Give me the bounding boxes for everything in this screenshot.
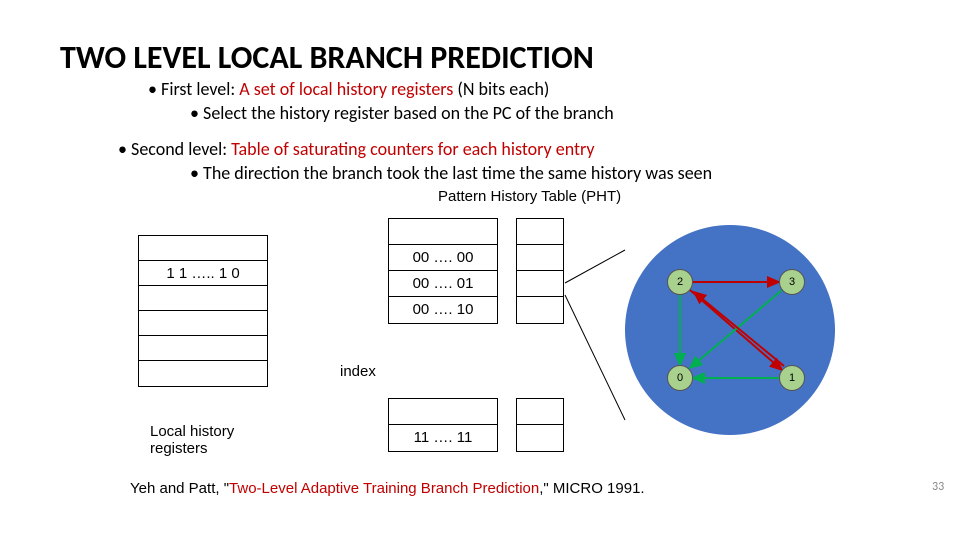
bullet-2-red: Table of saturating counters for each hi… [231, 138, 594, 160]
lhr-row-1: 1 1 ….. 1 0 [139, 261, 267, 286]
slide-title: TWO LEVEL LOCAL BRANCH PREDICTION [60, 38, 594, 77]
fsm-node-0: 0 [667, 365, 693, 391]
bullet-1-red: A set of local history registers [239, 78, 453, 100]
citation-red: Two-Level Adaptive Training Branch Predi… [229, 480, 539, 497]
pht1-row-2: 00 …. 01 [389, 271, 497, 297]
bullet-2a-text: The direction the branch took the last t… [203, 162, 712, 184]
lhr-row-3 [139, 311, 267, 336]
pht2-row-0 [389, 399, 497, 425]
pht2-row-1: 11 …. 11 [389, 425, 497, 451]
bullet-2: Second level: Table of saturating counte… [118, 138, 595, 160]
pht-label: Pattern History Table (PHT) [438, 188, 621, 205]
counter-table-top [516, 218, 564, 324]
bullet-2-pre: Second level: [131, 138, 231, 160]
pht-table-top: 00 …. 00 00 …. 01 00 …. 10 [388, 218, 498, 324]
lhr-table: 1 1 ….. 1 0 [138, 235, 268, 387]
ctr2-row-1 [517, 425, 563, 451]
index-label: index [340, 363, 376, 380]
bullet-1a: Select the history register based on the… [190, 102, 614, 124]
bullet-1: First level: A set of local history regi… [148, 78, 549, 100]
bullet-1-post: (N bits each) [453, 78, 549, 100]
pht1-row-3: 00 …. 10 [389, 297, 497, 323]
bullet-1a-text: Select the history register based on the… [203, 102, 614, 124]
bullet-2a: The direction the branch took the last t… [190, 162, 712, 184]
fsm-node-3: 3 [779, 269, 805, 295]
citation-pre: Yeh and Patt, " [130, 480, 229, 497]
ctr1-row-3 [517, 297, 563, 323]
lhr-row-2 [139, 286, 267, 311]
fsm-node-2: 2 [667, 269, 693, 295]
lhr-row-0 [139, 236, 267, 261]
pht1-row-0 [389, 219, 497, 245]
citation-post: ," MICRO 1991. [539, 480, 644, 497]
ctr2-row-0 [517, 399, 563, 425]
fsm-node-1: 1 [779, 365, 805, 391]
ctr1-row-1 [517, 245, 563, 271]
lhr-caption: Local history registers [150, 423, 234, 457]
ctr1-row-2 [517, 271, 563, 297]
lhr-row-4 [139, 336, 267, 361]
bullet-1-pre: First level: [161, 78, 239, 100]
pht1-row-1: 00 …. 00 [389, 245, 497, 271]
pht-table-bottom: 11 …. 11 [388, 398, 498, 452]
counter-table-bottom [516, 398, 564, 452]
lhr-row-5 [139, 361, 267, 386]
citation: Yeh and Patt, "Two-Level Adaptive Traini… [130, 480, 645, 497]
slide-number: 33 [932, 480, 944, 494]
ctr1-row-0 [517, 219, 563, 245]
fsm-background-circle [625, 225, 835, 435]
